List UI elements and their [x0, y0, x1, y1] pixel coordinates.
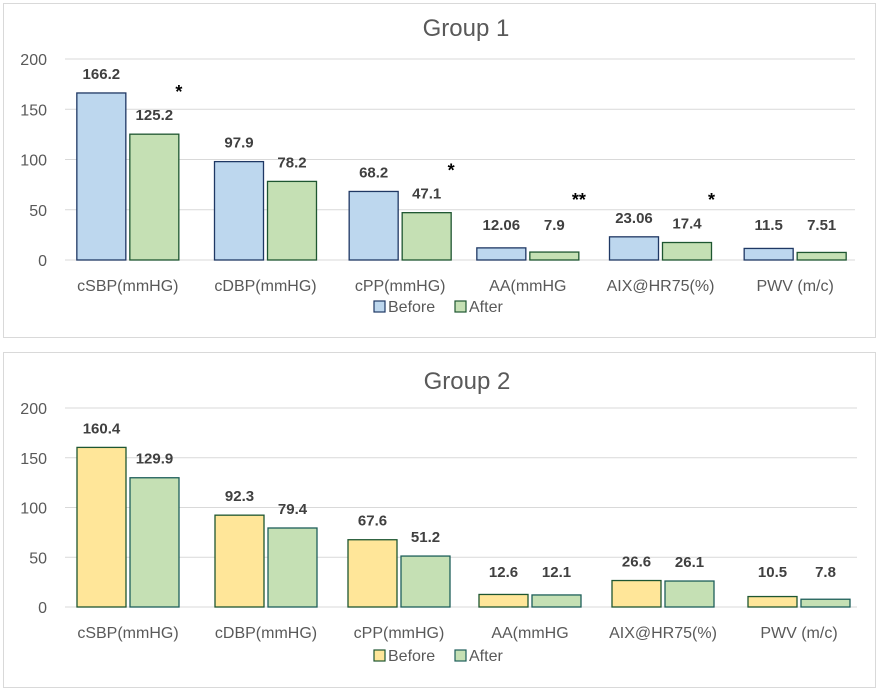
- x-category-label: PWV (m/c): [757, 278, 834, 295]
- bar-after: [401, 212, 452, 261]
- bar-after: [800, 598, 851, 608]
- data-label: 12.6: [489, 564, 518, 581]
- legend-label-after: After: [469, 648, 503, 665]
- data-label: 7.8: [815, 564, 836, 581]
- legend-label-before: Before: [388, 648, 435, 665]
- bar-after: [531, 594, 582, 608]
- data-label: 129.9: [136, 451, 174, 468]
- legend: Before After: [373, 299, 503, 316]
- data-label: 166.2: [83, 66, 121, 83]
- bar-before: [476, 247, 527, 261]
- data-label: 97.9: [224, 135, 253, 152]
- data-label: 10.5: [758, 564, 787, 581]
- data-label: 68.2: [359, 164, 388, 181]
- chart-group-2: Group 2 0 50 100 150 200 160.4 129.9 cSBP(mmHG) 9…: [20, 368, 857, 665]
- x-category-label: cPP(mmHG): [354, 625, 445, 642]
- x-category-label: cSBP(mmHG): [77, 625, 178, 642]
- y-tick-label: 100: [20, 153, 47, 170]
- legend-swatch-after: [454, 649, 467, 662]
- significance-marker: *: [708, 190, 715, 210]
- bar-before: [608, 236, 660, 261]
- bar-after: [661, 241, 713, 261]
- legend-swatch-before: [373, 300, 386, 313]
- legend: Before After: [373, 648, 503, 665]
- bar-before: [76, 92, 127, 261]
- data-label: 92.3: [225, 488, 254, 505]
- data-label: 78.2: [277, 154, 306, 171]
- data-label: 26.1: [675, 554, 704, 571]
- data-label: 79.4: [278, 501, 308, 518]
- bar-before: [348, 190, 399, 261]
- bar-before: [611, 579, 662, 608]
- bar-after: [267, 527, 318, 608]
- data-label: 125.2: [136, 107, 174, 124]
- bar-after: [129, 133, 180, 261]
- bar-after: [664, 580, 715, 608]
- data-label: 51.2: [411, 529, 440, 546]
- bar-before: [76, 446, 127, 608]
- bar-before: [743, 247, 794, 261]
- legend-swatch-before: [373, 649, 386, 662]
- y-tick-label: 200: [20, 401, 47, 418]
- chart-group-1: Group 1050100150200166.2125.2*cSBP(mmHG)…: [20, 15, 855, 316]
- legend-swatch-after: [454, 300, 467, 313]
- legend-label-before: Before: [388, 299, 435, 316]
- bar-after: [400, 555, 451, 608]
- data-label: 7.9: [544, 217, 565, 234]
- chart-panel-group-1: Group 1 0 50 100 150 200 166.2 125.2 * cSBP(mmHG)…: [3, 3, 876, 338]
- y-tick-label: 150: [20, 102, 47, 119]
- chart-panel-group-2: Group 2 0 50 100 150 200 160.4 129.9 cSBP(mmHG) 9…: [3, 352, 876, 688]
- x-category-label: cDBP(mmHG): [215, 625, 317, 642]
- data-label: 26.6: [622, 554, 651, 571]
- y-tick-label: 50: [29, 550, 47, 567]
- y-tick-label: 150: [20, 451, 47, 468]
- bar-after: [266, 180, 318, 261]
- bar-before: [747, 595, 798, 608]
- x-category-label: AA(mmHG: [491, 625, 568, 642]
- data-label: 7.51: [807, 217, 836, 234]
- bar-after: [796, 251, 847, 261]
- data-label: 17.4: [672, 216, 702, 233]
- x-category-label: AIX@HR75(%): [609, 625, 717, 642]
- y-tick-label: 50: [29, 203, 47, 220]
- data-label: 23.06: [615, 210, 653, 227]
- y-tick-label: 100: [20, 501, 47, 518]
- data-label: 12.1: [542, 564, 571, 581]
- significance-marker: *: [448, 161, 455, 181]
- y-tick-label: 0: [38, 253, 47, 270]
- data-label: 11.5: [754, 217, 782, 234]
- chart-title: Group 2: [424, 368, 511, 395]
- chart-title: Group 1: [423, 15, 510, 42]
- data-label: 160.4: [83, 420, 121, 437]
- x-category-label: cPP(mmHG): [355, 278, 446, 295]
- y-tick-label: 200: [20, 52, 47, 69]
- bar-before: [478, 593, 529, 608]
- x-category-label: AA(mmHG: [489, 278, 566, 295]
- x-category-label: cDBP(mmHG): [214, 278, 316, 295]
- bar-after: [529, 251, 580, 261]
- y-tick-label: 0: [38, 600, 47, 617]
- significance-marker: **: [572, 190, 586, 210]
- significance-marker: *: [175, 82, 182, 102]
- x-category-label: cSBP(mmHG): [77, 278, 178, 295]
- x-category-label: PWV (m/c): [760, 625, 837, 642]
- bar-before: [213, 160, 265, 261]
- x-category-label: AIX@HR75(%): [607, 278, 715, 295]
- legend-label-after: After: [469, 299, 503, 316]
- data-label: 67.6: [358, 513, 387, 530]
- data-label: 47.1: [412, 186, 441, 203]
- bar-after: [129, 477, 180, 608]
- data-label: 12.06: [483, 217, 521, 234]
- bar-before: [347, 539, 398, 608]
- bar-before: [214, 514, 265, 608]
